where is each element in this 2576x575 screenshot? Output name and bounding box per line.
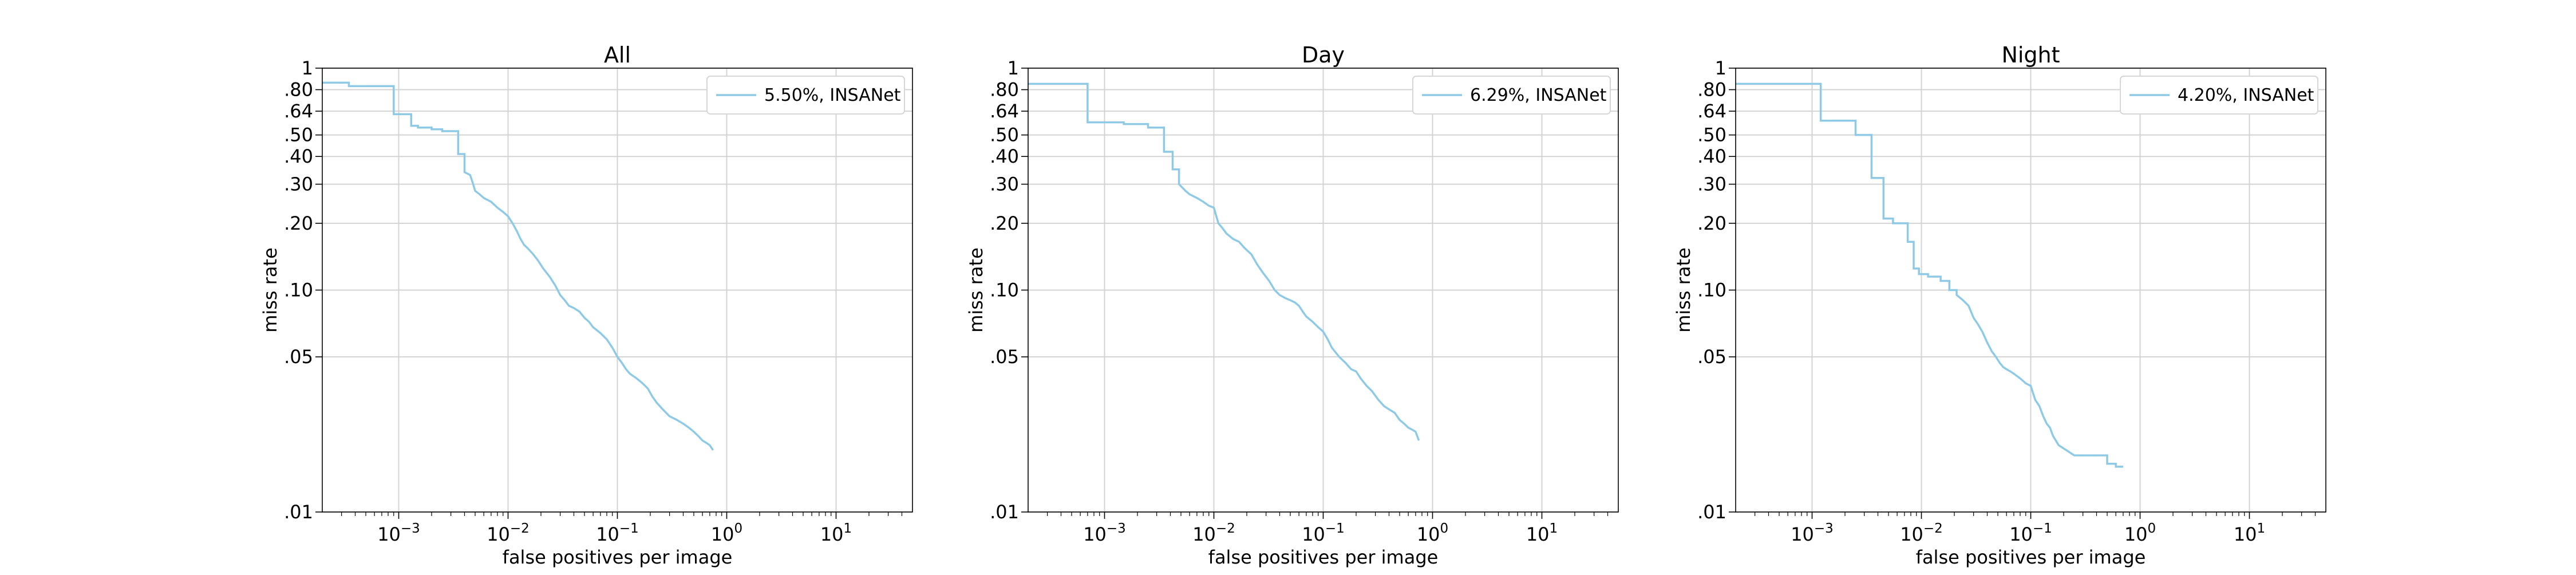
x-tick-label: 10−1 [2009,521,2052,545]
y-tick-label: .20 [990,212,1019,234]
x-axis-label: false positives per image [503,546,733,568]
y-tick-label: .30 [284,174,313,195]
x-tick-label: 101 [820,521,852,545]
y-tick-label: .50 [284,124,313,146]
y-tick-label: .20 [284,212,313,234]
legend: 6.29%, INSANet [1412,76,1611,115]
legend: 4.20%, INSANet [2120,76,2318,115]
axes-frame [1735,68,2326,513]
chart-title: Night [2001,42,2060,68]
y-tick-label: .50 [1697,124,1726,146]
series-line [322,81,714,451]
x-tick-label: 10−1 [596,521,639,545]
y-tick-label: .30 [1697,174,1726,195]
x-tick-label: 10−1 [1302,521,1345,545]
x-axis-label: false positives per image [1208,546,1439,568]
axes-frame [322,68,913,513]
x-tick-label: 10−3 [1791,521,1834,545]
y-tick-label: .50 [990,124,1019,146]
y-tick-label: .05 [990,346,1019,368]
y-tick-label: .64 [284,100,313,122]
y-tick-label: 1 [1008,57,1019,79]
chart-panel-all: 10−3 10−2 10−1 100 101 .01 .05 .10 .20 .30 .40.50.… [259,42,913,568]
x-tick-label: 101 [2234,521,2265,545]
y-tick-label: .05 [284,346,313,368]
x-tick-label: 10−3 [377,521,420,545]
y-tick-label: .64 [990,100,1019,122]
x-tick-label: 100 [1417,521,1448,545]
y-tick-label: .80 [990,79,1019,101]
x-tick-label: 10−2 [487,521,530,545]
legend-box [1412,76,1611,115]
y-tick-label: .01 [990,501,1019,523]
legend: 5.50%, INSANet [706,76,905,115]
x-tick-label: 101 [1526,521,1558,545]
legend-box [706,76,905,115]
x-tick-label: 10−3 [1083,521,1126,545]
y-tick-label: .10 [284,279,313,301]
y-tick-label: .40 [990,145,1019,167]
y-tick-label: .80 [284,79,313,101]
series-line [1736,82,2123,468]
chart-panel-night: 10−3 10−2 10−1 100 101 .01 .05 .10 .20 .30 .40.50.… [1673,42,2326,568]
y-tick-label: .80 [1697,79,1726,101]
y-tick-label: .20 [1697,212,1726,234]
legend-box [2120,76,2318,115]
y-tick-label: .10 [990,279,1019,301]
chart-panel-day: 10−3 10−2 10−1 100 101 .01 .05 .10 .20 .30 .40.50.… [965,42,1619,568]
axes-frame [1028,68,1619,513]
y-tick-label: .01 [284,501,313,523]
chart-title: All [604,42,631,68]
y-tick-label: .64 [1697,100,1726,122]
x-tick-label: 100 [2124,521,2156,545]
legend-entry: 4.20%, INSANet [2178,85,2314,105]
x-tick-label: 10−2 [1900,521,1943,545]
y-tick-label: .40 [1697,145,1726,167]
legend-entry: 5.50%, INSANet [764,85,901,105]
y-tick-label: 1 [302,57,313,79]
x-axis-label: false positives per image [1916,546,2146,568]
y-tick-label: .05 [1697,346,1726,368]
y-tick-label: .30 [990,174,1019,195]
legend-entry: 6.29%, INSANet [1470,85,1607,105]
chart-title: Day [1302,42,1345,68]
y-axis-label: miss rate [259,247,281,333]
y-tick-label: .40 [284,145,313,167]
y-tick-label: .10 [1697,279,1726,301]
x-tick-label: 100 [711,521,742,545]
y-axis-label: miss rate [965,247,987,333]
series-line [1028,82,1420,441]
x-tick-label: 10−2 [1192,521,1235,545]
y-tick-label: 1 [1715,57,1726,79]
y-tick-label: .01 [1697,501,1726,523]
y-axis-label: miss rate [1673,247,1694,333]
